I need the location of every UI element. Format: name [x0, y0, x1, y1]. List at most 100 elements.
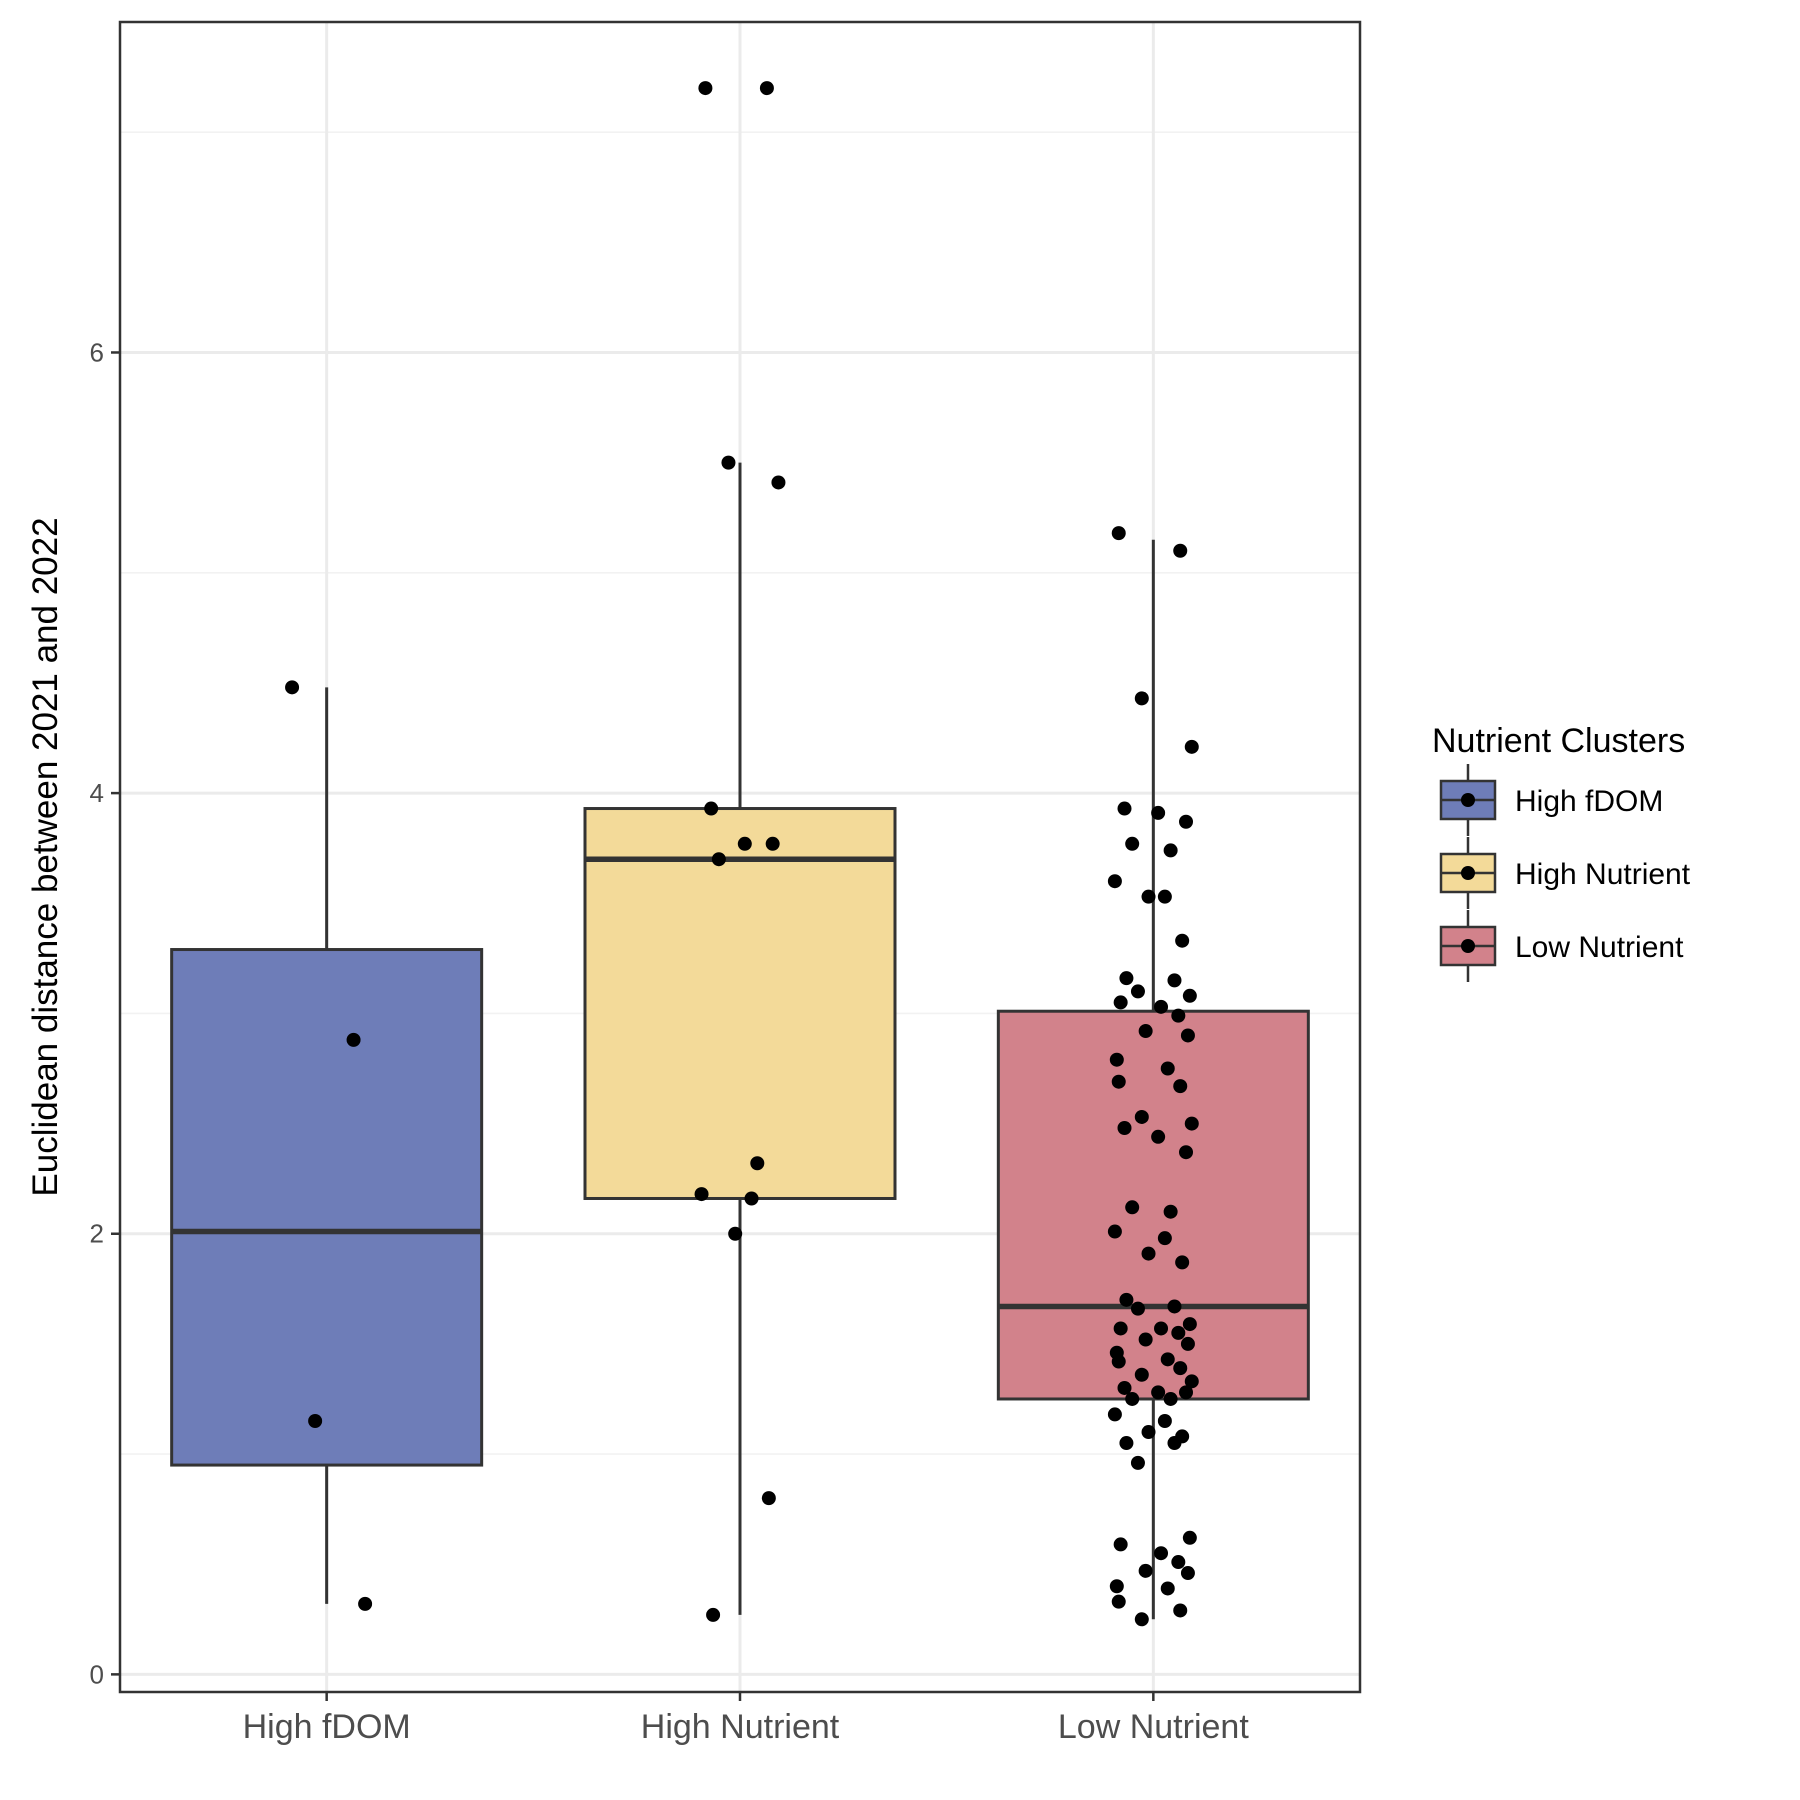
data-point	[728, 1226, 743, 1241]
data-point	[1171, 1555, 1186, 1570]
data-point	[1119, 971, 1134, 986]
data-point	[1111, 1354, 1126, 1369]
box-low-nutrient	[996, 539, 1310, 1620]
data-point	[1113, 1537, 1128, 1552]
data-point	[1109, 1052, 1124, 1067]
data-point	[744, 1191, 759, 1206]
data-point	[1107, 874, 1122, 889]
data-point	[1141, 1246, 1156, 1261]
data-point	[759, 81, 774, 96]
x-tick-label: High fDOM	[243, 1708, 411, 1746]
data-point	[1119, 1292, 1134, 1307]
data-point	[765, 836, 780, 851]
data-point	[1113, 995, 1128, 1010]
data-point	[1125, 1391, 1140, 1406]
data-point	[1173, 1361, 1188, 1376]
legend-key-point	[1461, 939, 1475, 953]
data-point	[1151, 1385, 1166, 1400]
data-point	[694, 1187, 709, 1202]
data-point	[1151, 805, 1166, 820]
data-point	[1111, 1594, 1126, 1609]
legend-key	[1439, 764, 1497, 836]
box-high-fdom	[170, 687, 484, 1604]
data-point	[1184, 1374, 1199, 1389]
data-point	[1173, 1603, 1188, 1618]
data-point	[771, 475, 786, 490]
data-point	[1125, 836, 1140, 851]
data-point	[1117, 801, 1132, 816]
y-tick-label: 4	[90, 778, 104, 808]
legend: Nutrient Clusters High fDOM High Nutrient…	[1432, 722, 1691, 982]
data-point	[1141, 889, 1156, 904]
data-point	[1130, 984, 1145, 999]
data-point	[1163, 1391, 1178, 1406]
data-point	[1160, 1581, 1175, 1596]
data-point	[1111, 1074, 1126, 1089]
data-point	[1134, 1367, 1149, 1382]
data-point	[1134, 1109, 1149, 1124]
data-point	[1130, 1455, 1145, 1470]
x-axis: High fDOM High Nutrient Low Nutrient	[243, 1692, 1249, 1746]
data-point	[761, 1491, 776, 1506]
y-axis: 0 2 4 6	[90, 337, 120, 1689]
data-point	[1182, 1530, 1197, 1545]
y-axis-title: Euclidean distance between 2021 and 2022	[26, 517, 65, 1196]
data-point	[1184, 1116, 1199, 1131]
data-point	[706, 1607, 721, 1622]
legend-label: High Nutrient	[1515, 858, 1691, 891]
data-point	[1173, 543, 1188, 558]
data-point	[1119, 1436, 1134, 1451]
data-point	[1180, 1336, 1195, 1351]
data-point	[698, 81, 713, 96]
data-point	[1157, 889, 1172, 904]
data-point	[1167, 973, 1182, 988]
data-point	[1163, 843, 1178, 858]
data-point	[1160, 1352, 1175, 1367]
data-point	[704, 801, 719, 816]
data-point	[1138, 1024, 1153, 1039]
data-point	[1171, 1008, 1186, 1023]
y-tick-label: 6	[90, 337, 104, 367]
data-point	[711, 852, 726, 867]
x-tick-label: Low Nutrient	[1058, 1708, 1249, 1746]
legend-key	[1439, 910, 1497, 982]
point-layer	[285, 81, 1199, 1627]
data-point	[1157, 1231, 1172, 1246]
data-point	[1179, 1385, 1194, 1400]
data-point	[1173, 1079, 1188, 1094]
data-point	[1180, 1566, 1195, 1581]
data-point	[1154, 999, 1169, 1014]
data-point	[1179, 1145, 1194, 1160]
box-layer	[170, 462, 1310, 1620]
data-point	[1117, 1380, 1132, 1395]
data-point	[737, 836, 752, 851]
data-point	[1130, 1301, 1145, 1316]
y-tick-label: 0	[90, 1659, 104, 1689]
y-tick-label: 2	[90, 1219, 104, 1249]
legend-key	[1439, 837, 1497, 909]
data-point	[1125, 1200, 1140, 1215]
data-point	[1175, 933, 1190, 948]
data-point	[1154, 1546, 1169, 1561]
box-iqr	[583, 807, 897, 1200]
data-point	[1117, 1120, 1132, 1135]
legend-title: Nutrient Clusters	[1432, 722, 1685, 760]
data-point	[1107, 1224, 1122, 1239]
legend-key-point	[1461, 793, 1475, 807]
data-point	[1167, 1299, 1182, 1314]
data-point	[1157, 1414, 1172, 1429]
data-point	[1113, 1321, 1128, 1336]
data-point	[1134, 691, 1149, 706]
data-point	[1134, 1612, 1149, 1627]
data-point	[1180, 1028, 1195, 1043]
data-point	[1175, 1255, 1190, 1270]
legend-label: Low Nutrient	[1515, 931, 1684, 964]
data-point	[1160, 1061, 1175, 1076]
data-point	[1138, 1563, 1153, 1578]
data-point	[285, 680, 300, 695]
data-point	[346, 1032, 361, 1047]
data-point	[1184, 739, 1199, 754]
data-point	[1151, 1129, 1166, 1144]
data-point	[1182, 1317, 1197, 1332]
